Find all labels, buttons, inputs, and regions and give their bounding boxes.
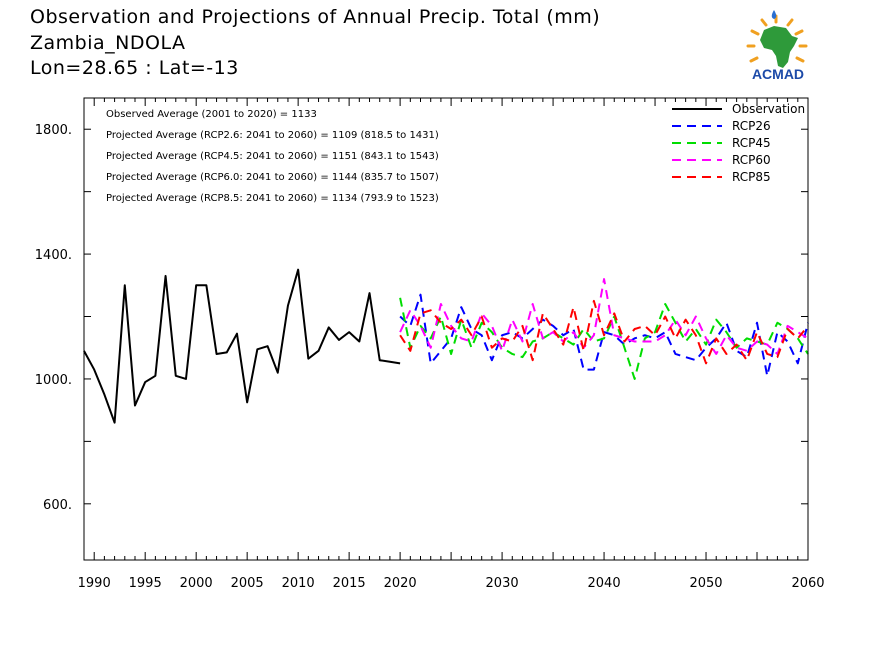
legend-label: RCP45 xyxy=(732,136,771,150)
series-line-rcp45 xyxy=(399,297,809,380)
x-tick-label: 1990 xyxy=(78,576,111,591)
acmad-logo: ACMAD xyxy=(738,8,818,84)
y-tick-label: 1000. xyxy=(35,373,72,388)
y-tick-label: 1400. xyxy=(35,248,72,263)
axis-ticks xyxy=(83,98,809,560)
chart-title-line-1: Observation and Projections of Annual Pr… xyxy=(30,6,601,28)
annotation-text: Projected Average (RCP2.6: 2041 to 2060)… xyxy=(106,130,439,141)
x-tick-label: 2005 xyxy=(231,576,264,591)
y-axis-labels: 600. 1000. 1400. 1800. xyxy=(35,123,72,513)
annotation-text: Projected Average (RCP4.5: 2041 to 2060)… xyxy=(106,151,439,162)
x-axis-labels: 1990 1995 2000 2005 2010 2015 2020 2030 2040 2050… xyxy=(78,576,825,591)
annotation-text: Observed Average (2001 to 2020) = 1133 xyxy=(106,109,317,120)
series-line-rcp60 xyxy=(399,278,809,355)
chart-title-line-3: Lon=28.65 : Lat=-13 xyxy=(30,57,239,79)
series-layer xyxy=(83,268,809,424)
y-tick-label: 600. xyxy=(43,498,72,513)
series-line-rcp85 xyxy=(399,299,809,365)
series-line-observation xyxy=(83,268,401,424)
annotations: Observed Average (2001 to 2020) = 1133 Pr… xyxy=(106,109,439,204)
legend-label: RCP60 xyxy=(732,153,771,167)
legend: Observation RCP26 RCP45 RCP60 RCP85 xyxy=(672,102,805,184)
x-tick-label: 2015 xyxy=(333,576,366,591)
africa-map-logo-icon: ACMAD xyxy=(746,10,808,82)
annotation-text: Projected Average (RCP8.5: 2041 to 2060)… xyxy=(106,193,439,204)
chart-title-line-2: Zambia_NDOLA xyxy=(30,32,186,54)
legend-label: Observation xyxy=(732,102,805,116)
x-tick-label: 2030 xyxy=(486,576,519,591)
annotation-text: Projected Average (RCP6.0: 2041 to 2060)… xyxy=(106,172,439,183)
x-tick-label: 1995 xyxy=(129,576,162,591)
x-tick-label: 2050 xyxy=(689,576,722,591)
y-tick-label: 1800. xyxy=(35,123,72,138)
logo-text: ACMAD xyxy=(752,66,804,82)
legend-label: RCP85 xyxy=(732,170,771,184)
legend-label: RCP26 xyxy=(732,119,771,133)
x-tick-label: 2040 xyxy=(588,576,621,591)
plot-area-frame xyxy=(83,97,809,561)
x-tick-label: 2060 xyxy=(791,576,824,591)
x-tick-label: 2000 xyxy=(180,576,213,591)
x-tick-label: 2010 xyxy=(282,576,315,591)
x-tick-label: 2020 xyxy=(384,576,417,591)
